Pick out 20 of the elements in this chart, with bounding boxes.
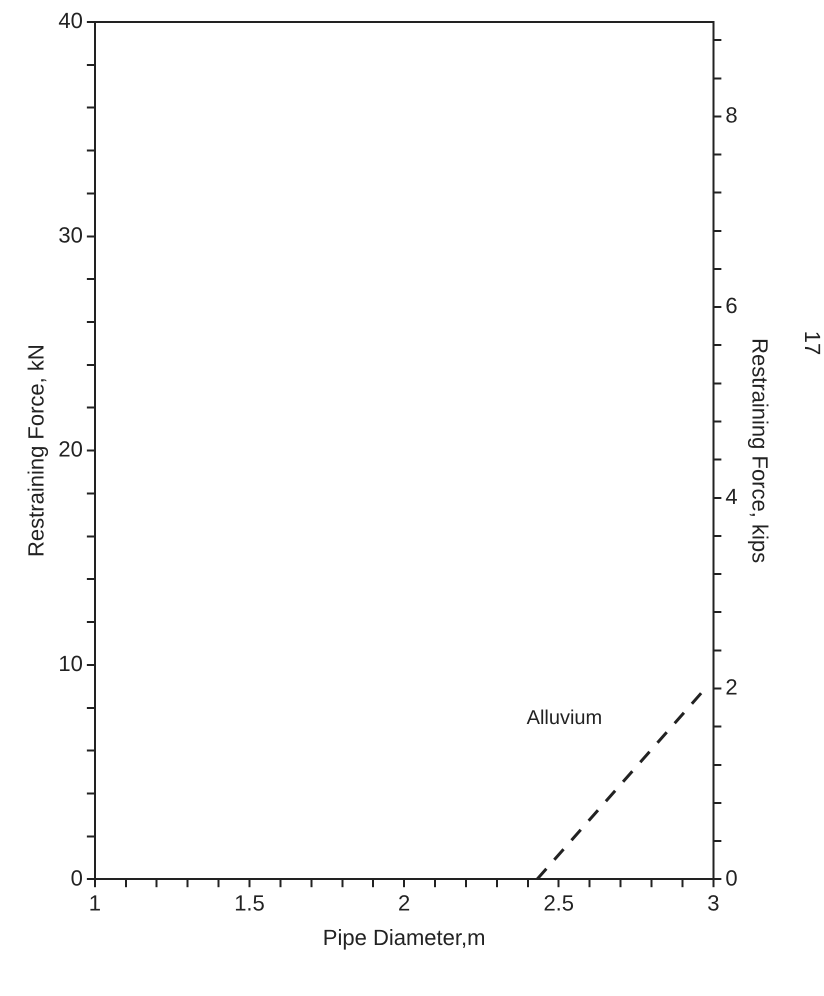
y2-tick-label: 8 (725, 102, 738, 128)
y2-tick-label: 6 (725, 293, 738, 318)
y2-tick-label: 4 (725, 484, 738, 509)
x-tick-label: 3 (707, 890, 720, 916)
y-tick-label: 30 (58, 222, 83, 248)
x-tick-label: 1.5 (234, 890, 265, 916)
y-tick-label: 0 (70, 865, 83, 890)
x-tick-label: 1 (88, 890, 101, 916)
y-tick-label: 10 (58, 650, 83, 676)
y-axis-title: Restraining Force, kN (23, 344, 48, 557)
y-tick-label: 20 (58, 436, 83, 462)
y2-axis-title: Restraining Force, kips (748, 338, 773, 564)
y2-tick-label: 2 (725, 674, 738, 700)
x-axis-title: Pipe Diameter,m (322, 924, 486, 950)
text: Alluvium (526, 706, 602, 729)
x-tick-label: 2 (398, 890, 410, 916)
y-tick-label: 40 (58, 8, 83, 34)
text: 17 (799, 330, 824, 356)
x-tick-label: 2.5 (543, 890, 574, 916)
y2-tick-label: 0 (725, 865, 738, 890)
